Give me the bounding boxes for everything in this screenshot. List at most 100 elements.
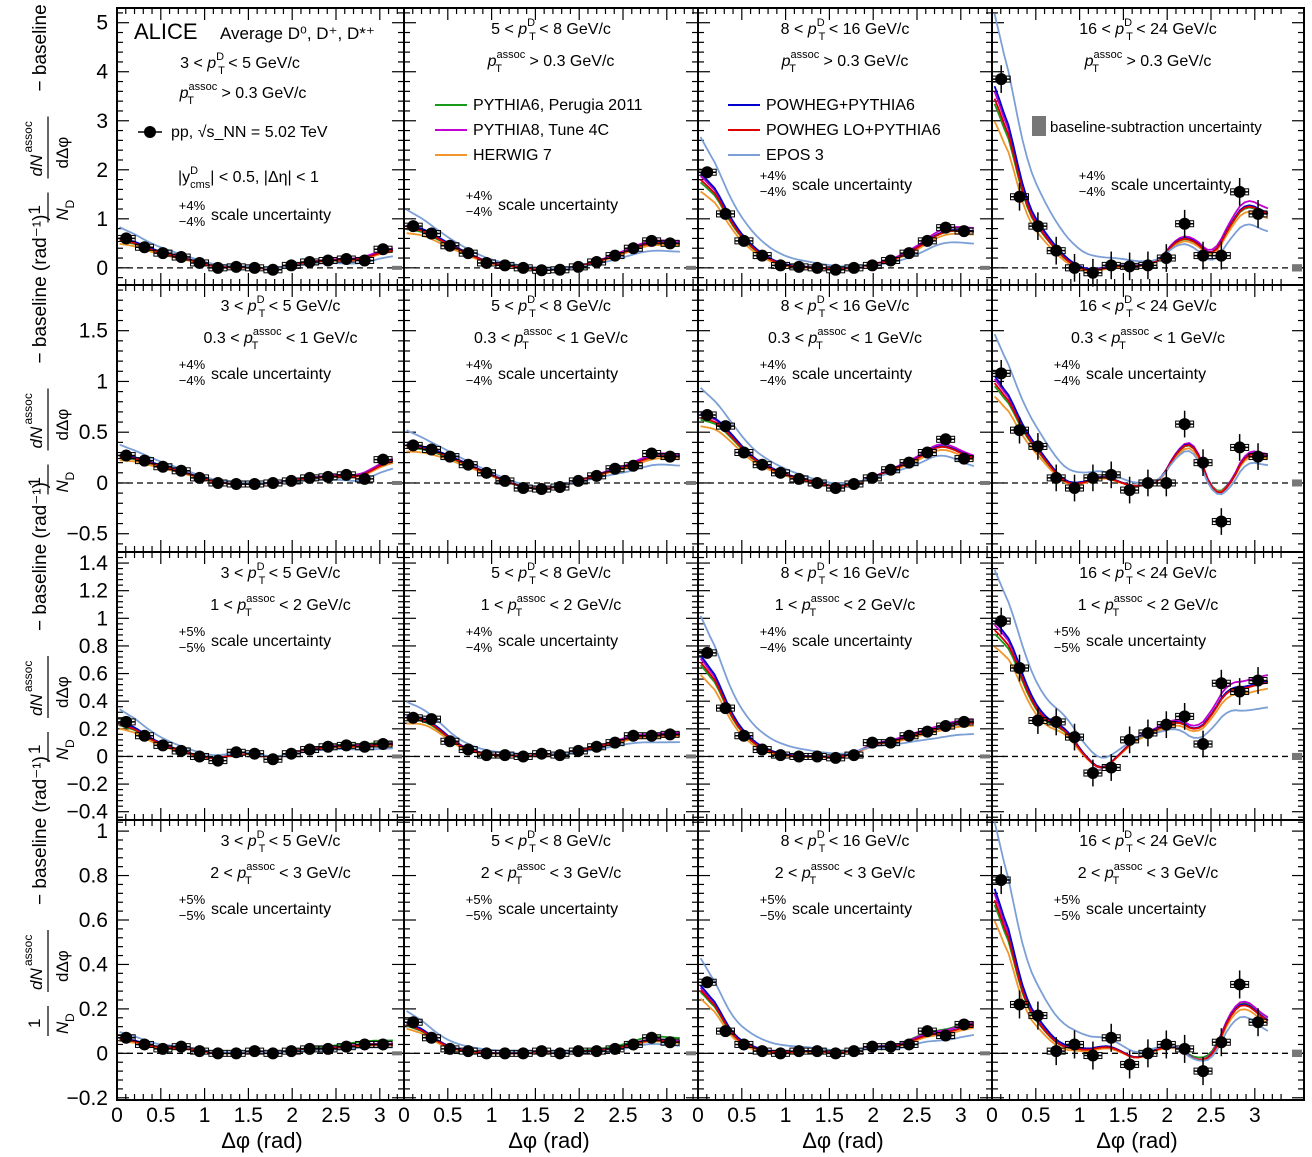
- scale-minus: −5%: [1054, 908, 1081, 923]
- y-tick-label: 0: [96, 745, 108, 768]
- baseline-uncertainty-box: [1292, 752, 1302, 760]
- data-point: [1197, 456, 1210, 469]
- y-axis-title-dn: dN: [27, 426, 46, 448]
- data-point: [1178, 217, 1191, 230]
- pt-d-label: 8 < pD T < 16 GeV/c: [781, 561, 910, 587]
- scale-uncertainty-label: scale uncertainty: [1086, 633, 1206, 650]
- y-axis-title-assoc: assoc: [21, 121, 35, 152]
- scale-uncertainty-label: scale uncertainty: [792, 901, 912, 918]
- x-tick-label: 0: [398, 1104, 410, 1127]
- scale-uncertainty-label: scale uncertainty: [211, 633, 331, 650]
- model-curve-pythia6-perugia-2011: [700, 181, 974, 270]
- panel-r2-c0: 3 < pD T < 5 GeV/c 1 < passoc T < 2 GeV/c +5…: [116, 551, 405, 821]
- y-axis-title-n: N: [53, 747, 72, 760]
- scale-minus: −4%: [1079, 184, 1106, 199]
- panel-r1-c1: 5 < pD T < 8 GeV/c 0.3 < passoc T < 1 GeV/c…: [403, 284, 699, 553]
- data-point: [921, 446, 934, 459]
- data-point: [756, 249, 769, 262]
- data-point: [1215, 515, 1228, 528]
- data-point: [193, 471, 206, 484]
- model-curve-pythia6-perugia-2011: [993, 633, 1269, 769]
- data-point: [498, 1047, 511, 1060]
- x-tick-label: 2.5: [608, 1104, 637, 1127]
- baseline-uncertainty-box: [980, 265, 990, 270]
- data-point: [138, 729, 151, 742]
- y-tick-label: 0.4: [79, 690, 109, 713]
- data-point: [590, 255, 603, 268]
- model-curve-epos-3: [406, 208, 680, 270]
- data-point: [829, 751, 842, 764]
- data-point: [425, 443, 438, 456]
- y-tick-label: 0.8: [79, 865, 108, 888]
- model-curve-epos-3: [699, 136, 974, 268]
- x-tick-label: 0.5: [727, 1104, 756, 1127]
- x-tick-label: 0.5: [433, 1104, 462, 1127]
- pt-d-label: 8 < pD T < 16 GeV/c: [781, 17, 910, 43]
- data-point: [211, 261, 224, 274]
- data-point: [1123, 260, 1136, 273]
- data-point: [425, 227, 438, 240]
- data-point: [829, 263, 842, 276]
- data-point: [1197, 249, 1210, 262]
- data-point: [1013, 662, 1026, 675]
- data-point: [377, 738, 390, 751]
- pt-assoc-label: passoc T > 0.3 GeV/c: [487, 49, 615, 75]
- y-axis-title-assoc: assoc: [21, 661, 35, 692]
- data-point: [175, 464, 188, 477]
- data-point: [866, 1040, 879, 1053]
- y-tick-label: −0.5: [67, 523, 108, 546]
- data-point: [737, 446, 750, 459]
- data-point: [340, 739, 353, 752]
- pt-assoc-label: passoc T > 0.3 GeV/c: [781, 49, 909, 75]
- data-point: [462, 458, 475, 471]
- data-point: [193, 750, 206, 763]
- data-point: [903, 729, 916, 742]
- baseline-uncertainty-box: [1292, 1049, 1302, 1058]
- y-axis-title-one: 1: [25, 205, 44, 214]
- scale-plus: +5%: [1054, 892, 1081, 907]
- scale-uncertainty-label: scale uncertainty: [792, 366, 912, 383]
- panel-frame: [116, 7, 405, 286]
- model-curve-pythia8-tune-4c: [993, 378, 1269, 493]
- legend-model-label: EPOS 3: [766, 147, 824, 164]
- data-point: [230, 1047, 243, 1060]
- scale-plus: +5%: [760, 892, 787, 907]
- data-point: [285, 259, 298, 272]
- data-point: [175, 744, 188, 757]
- x-tick-label: 1.5: [815, 1104, 844, 1127]
- pt-assoc-label: 2 < passoc T < 3 GeV/c: [775, 861, 916, 887]
- pt-d-label: 8 < pD T < 16 GeV/c: [781, 829, 910, 855]
- panel-r2-c3: 16 < pD T < 24 GeV/c 1 < passoc T < 2 GeV/c…: [991, 551, 1305, 821]
- data-point: [792, 472, 805, 485]
- baseline-uncertainty-box: [980, 480, 990, 485]
- data-point: [701, 976, 714, 989]
- data-point: [266, 1047, 279, 1060]
- legend-model-label: PYTHIA6, Perugia 2011: [473, 97, 643, 114]
- data-point: [590, 1045, 603, 1058]
- data-point: [553, 481, 566, 494]
- panel-r1-c0: 3 < pD T < 5 GeV/c 0.3 < passoc T < 1 GeV/c…: [116, 284, 405, 553]
- data-point: [609, 249, 622, 262]
- scale-plus: +5%: [179, 892, 206, 907]
- y-tick-label: −0.2: [67, 773, 108, 796]
- data-point: [340, 1040, 353, 1053]
- data-point: [138, 454, 151, 467]
- baseline-uncertainty-box: [392, 265, 402, 270]
- data-point: [1086, 266, 1099, 279]
- data-point: [156, 460, 169, 473]
- data-point: [1050, 715, 1063, 728]
- data-point: [1013, 424, 1026, 437]
- x-axis-title: Δφ (rad): [802, 1128, 884, 1153]
- y-tick-label: 0.5: [79, 421, 108, 444]
- scale-minus: −5%: [179, 908, 206, 923]
- pt-assoc-label: 1 < passoc T < 2 GeV/c: [1078, 593, 1219, 619]
- y-axis-title-one: 1: [25, 477, 44, 486]
- y-tick-label: 1.2: [79, 580, 108, 603]
- pt-d-label: 3 < pD T < 5 GeV/c: [221, 829, 341, 855]
- data-point: [303, 255, 316, 268]
- panel-r0-c0: 3 < pD T < 5 GeV/c passoc T > 0.3 GeV/c +4%−…: [116, 7, 405, 286]
- scale-uncertainty-label: scale uncertainty: [211, 901, 331, 918]
- scale-plus: +5%: [179, 624, 206, 639]
- scale-minus: −5%: [466, 908, 493, 923]
- scale-minus: −4%: [466, 373, 493, 388]
